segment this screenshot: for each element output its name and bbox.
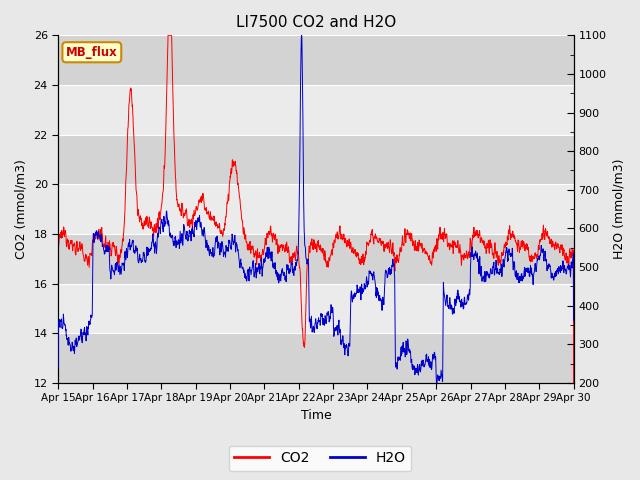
Y-axis label: H2O (mmol/m3): H2O (mmol/m3): [612, 159, 625, 259]
Bar: [58, 333, 573, 383]
Bar: [58, 184, 573, 234]
Bar: [58, 284, 573, 333]
Title: LI7500 CO2 and H2O: LI7500 CO2 and H2O: [236, 15, 396, 30]
Y-axis label: CO2 (mmol/m3): CO2 (mmol/m3): [15, 159, 28, 259]
Bar: [58, 85, 573, 134]
Bar: [58, 134, 573, 184]
Text: MB_flux: MB_flux: [66, 46, 118, 59]
Bar: [58, 234, 573, 284]
X-axis label: Time: Time: [301, 409, 332, 422]
Legend: CO2, H2O: CO2, H2O: [228, 445, 412, 471]
Bar: [58, 36, 573, 85]
